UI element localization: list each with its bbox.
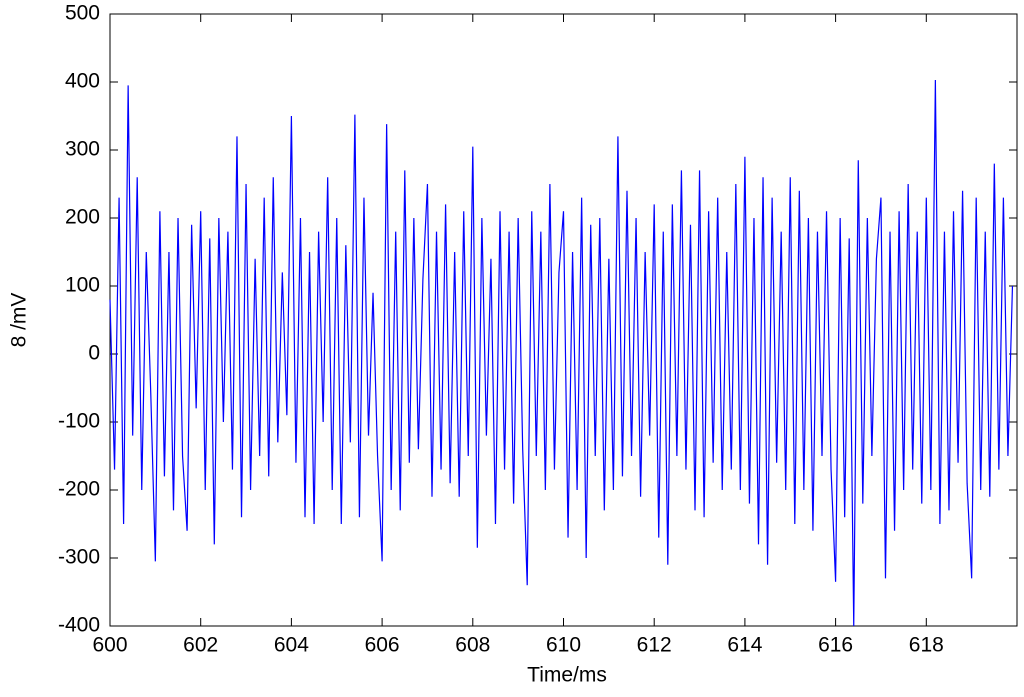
y-tick-label: 100 <box>65 274 100 297</box>
x-tick-label: 614 <box>727 634 762 657</box>
x-tick-label: 606 <box>365 634 400 657</box>
y-tick-label: -200 <box>58 478 100 501</box>
x-tick-label: 602 <box>183 634 218 657</box>
x-axis-label: Time/ms <box>527 664 607 687</box>
x-tick-label: 604 <box>274 634 309 657</box>
y-tick-label: 300 <box>65 138 100 161</box>
signal-line <box>109 79 1014 627</box>
x-tick-label: 600 <box>92 634 127 657</box>
y-tick-label: -300 <box>58 546 100 569</box>
x-tick-label: 608 <box>455 634 490 657</box>
x-tick-label: 610 <box>546 634 581 657</box>
x-tick-label: 618 <box>909 634 944 657</box>
y-tick-label: 400 <box>65 70 100 93</box>
x-tick-label: 612 <box>637 634 672 657</box>
y-tick-label: 0 <box>88 342 100 365</box>
x-tick-label: 616 <box>818 634 853 657</box>
y-tick-label: -400 <box>58 614 100 637</box>
plot-frame <box>109 13 1018 627</box>
y-tick-label: 500 <box>65 2 100 25</box>
y-tick-label: 200 <box>65 206 100 229</box>
y-axis-label: 8 /mV <box>8 293 31 348</box>
y-tick-label: -100 <box>58 410 100 433</box>
